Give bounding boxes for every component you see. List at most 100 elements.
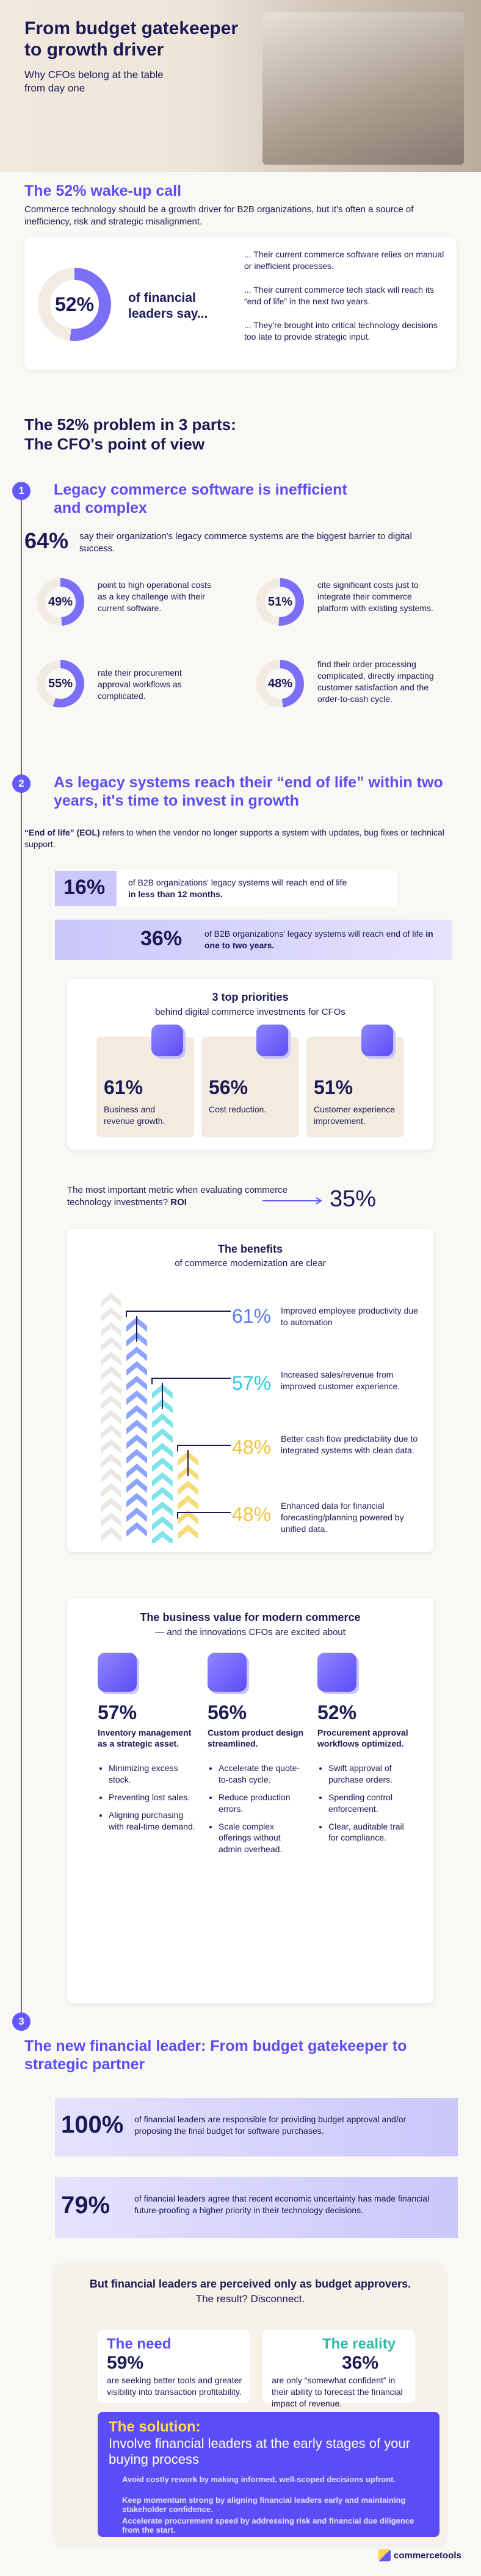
benefits-card xyxy=(67,1229,433,1552)
stat: 48% xyxy=(232,1503,272,1525)
chevron xyxy=(101,1512,121,1527)
bullet: Aligning purchasing with real-time deman… xyxy=(109,1809,195,1833)
donut: 51% xyxy=(256,578,304,626)
stat: 16% xyxy=(63,876,106,899)
solution-point: Avoid costly rework by making informed, … xyxy=(122,2475,396,2484)
chevron xyxy=(126,1464,147,1478)
chevron xyxy=(126,1347,147,1361)
ring-arc xyxy=(256,660,304,707)
stat-text: of financial leaders agree that recent e… xyxy=(134,2194,430,2215)
chevron xyxy=(101,1498,121,1512)
text: are only “somewhat confident” in their a… xyxy=(272,2375,403,2408)
point: ... Their current commerce software reli… xyxy=(244,249,444,271)
chevron xyxy=(101,1366,121,1381)
bullet: Scale complex offerings without admin ov… xyxy=(219,1821,305,1856)
chevron xyxy=(152,1531,173,1543)
donut: 48% xyxy=(256,660,304,707)
chevron xyxy=(152,1443,173,1458)
label: The reality xyxy=(322,2336,396,2352)
chevron xyxy=(152,1487,173,1501)
chevron xyxy=(101,1483,121,1498)
bar-text: of B2B organizations' legacy systems wil… xyxy=(128,878,347,887)
donut: 55% xyxy=(37,660,84,707)
connector xyxy=(151,1378,231,1384)
stat-text: say their organization's legacy commerce… xyxy=(79,531,412,554)
reality-box xyxy=(262,2330,415,2403)
card-title: 3 top priorities xyxy=(212,991,289,1003)
connector xyxy=(126,1311,231,1317)
ring-value: 52% xyxy=(55,293,94,315)
stat-label: of financial leaders say... xyxy=(128,291,208,321)
stat: 64% xyxy=(24,528,69,553)
chevron xyxy=(101,1527,121,1542)
benefit-text: Enhanced data for financial forecasting/… xyxy=(281,1501,404,1534)
priority-text: Business and revenue growth. xyxy=(104,1104,165,1126)
chevron xyxy=(152,1414,173,1428)
chevron xyxy=(101,1293,121,1308)
chevron xyxy=(178,1525,198,1539)
chevron xyxy=(126,1434,147,1449)
part-title: Legacy commerce software is inefficient … xyxy=(54,481,347,517)
chevron xyxy=(101,1425,121,1439)
bullet: Minimizing excess stock. xyxy=(109,1762,195,1786)
stat: 52% xyxy=(317,1701,357,1723)
chevron xyxy=(126,1405,147,1420)
icon xyxy=(208,1653,247,1692)
timeline xyxy=(21,491,22,2022)
subtitle: Why CFOs belong at the table from day on… xyxy=(24,69,164,95)
emphasis: in less than 12 months. xyxy=(128,889,223,899)
stat-bar xyxy=(55,871,397,906)
stat: 36% xyxy=(342,2353,379,2373)
solution-card xyxy=(98,2412,439,2537)
card-subtitle: of commerce modernization are clear xyxy=(175,1258,326,1268)
chevron xyxy=(101,1351,121,1366)
chevron xyxy=(152,1516,173,1531)
chevron xyxy=(126,1493,147,1508)
card-subtitle: behind digital commerce investments for … xyxy=(155,1007,345,1017)
bullet: Accelerate the quote-to-cash cycle. xyxy=(219,1762,305,1786)
stat: 48% xyxy=(232,1436,272,1458)
stat: 100% xyxy=(61,2111,124,2138)
benefit-text: Improved employee productivity due to au… xyxy=(281,1306,418,1327)
stat-bar xyxy=(55,920,452,960)
chevron xyxy=(101,1395,121,1410)
chevron xyxy=(126,1390,147,1405)
stat: 79% xyxy=(61,2192,110,2219)
bullet-list: Minimizing excess stock. Preventing lost … xyxy=(98,1762,195,1838)
item-text: rate their procurement approval workflow… xyxy=(98,668,182,701)
connector xyxy=(177,1445,231,1451)
definition: refers to when the vendor no longer supp… xyxy=(24,828,444,849)
donut: 52% xyxy=(38,268,111,341)
chevron xyxy=(126,1361,147,1376)
stat: 57% xyxy=(232,1372,272,1394)
step-number: 2 xyxy=(12,775,31,793)
column-title: Inventory management as a strategic asse… xyxy=(98,1728,192,1749)
chevron xyxy=(126,1522,147,1537)
benefit-text: Increased sales/revenue from improved cu… xyxy=(281,1370,400,1391)
donut: 49% xyxy=(37,578,84,626)
bullet: Swift approval of purchase orders. xyxy=(328,1762,415,1786)
section-subtitle: The CFO's point of view xyxy=(24,435,205,453)
chevron xyxy=(126,1420,147,1434)
icon xyxy=(151,1025,183,1056)
ring-arc xyxy=(256,578,304,626)
bullet-list: Accelerate the quote-to-cash cycle. Reduc… xyxy=(208,1762,305,1861)
emphasis: in one to two years. xyxy=(204,929,433,950)
icon xyxy=(98,1653,137,1692)
card-subtitle: — and the innovations CFOs are excited a… xyxy=(155,1627,345,1637)
item-text: point to high operational costs as a key… xyxy=(98,580,212,613)
stat: 61% xyxy=(104,1076,143,1098)
body-text: Commerce technology should be a growth d… xyxy=(24,204,414,227)
bullet: Preventing lost sales. xyxy=(109,1792,195,1803)
icon xyxy=(256,1025,288,1056)
icon xyxy=(317,1653,356,1692)
stat-bar xyxy=(55,2098,458,2156)
chevron xyxy=(152,1472,173,1487)
text: are seeking better tools and greater vis… xyxy=(107,2375,242,2397)
chevron xyxy=(101,1381,121,1395)
solution-point: Accelerate procurement speed by addressi… xyxy=(122,2516,414,2535)
chevron xyxy=(126,1478,147,1493)
solution-title: Involve financial leaders at the early s… xyxy=(109,2436,411,2467)
stat: 59% xyxy=(107,2353,144,2373)
